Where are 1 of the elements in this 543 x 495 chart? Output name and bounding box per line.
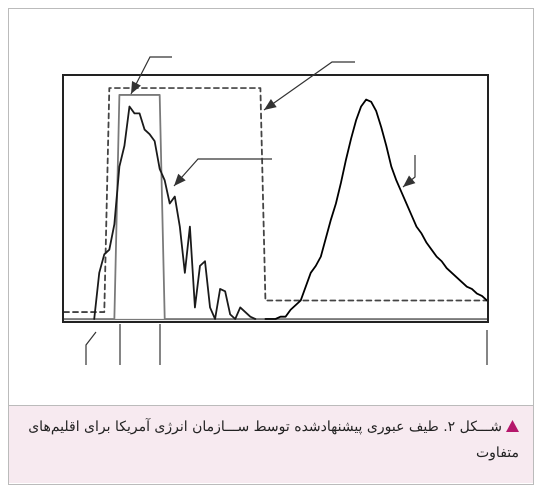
text: شـــکل ۲. طیف عبوری پیشنهادشده توسط ســـازمان انرژی آمریکا برای اقلیم‌های متفاوت: [28, 419, 519, 461]
